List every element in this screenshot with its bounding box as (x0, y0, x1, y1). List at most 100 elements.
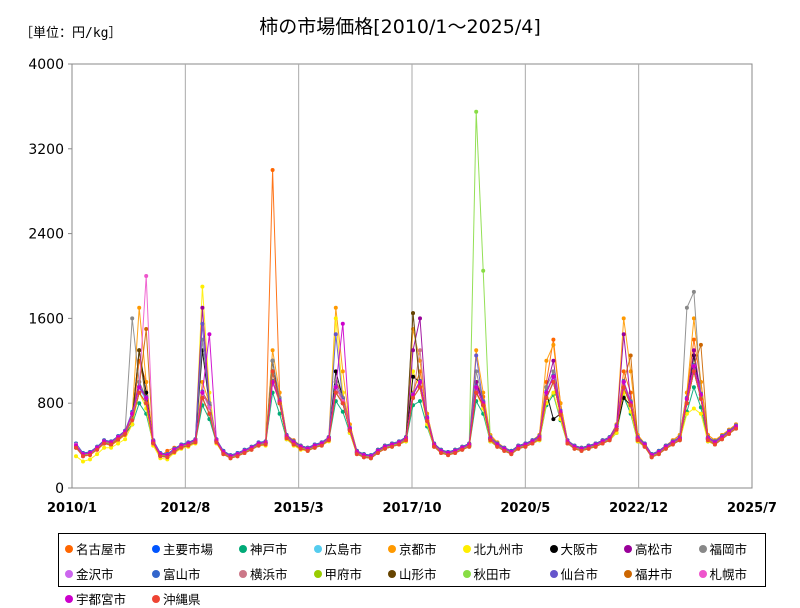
data-point (144, 274, 149, 278)
legend-label: 広島市 (324, 542, 363, 557)
data-point (354, 452, 359, 457)
legend-item: 宇都宮市 (65, 589, 144, 608)
legend-item: 沖縄県 (152, 589, 231, 608)
data-point (95, 452, 100, 457)
data-point (144, 327, 149, 331)
legend-label: 主要市場 (163, 542, 214, 557)
data-point (600, 441, 605, 446)
data-point (439, 451, 444, 455)
data-point (333, 316, 338, 321)
data-point (474, 353, 479, 358)
data-point (586, 446, 591, 451)
data-point (691, 364, 696, 369)
data-point (474, 390, 479, 395)
data-point (375, 451, 380, 455)
data-point (109, 445, 114, 450)
y-tick-label: 800 (37, 396, 64, 412)
data-point (397, 442, 401, 447)
data-point (628, 403, 633, 408)
data-point (551, 337, 556, 342)
data-point (333, 385, 338, 390)
gridlines (184, 64, 640, 488)
legend-marker-icon (698, 569, 707, 578)
y-tick-label: 4000 (28, 57, 64, 73)
y-tick-label: 1600 (28, 311, 64, 327)
legend-marker-icon (313, 544, 322, 553)
legend-item: 富山市 (152, 564, 231, 583)
data-point (712, 442, 717, 447)
data-point (593, 444, 598, 449)
legend-marker-icon (65, 594, 73, 603)
data-point (649, 455, 654, 460)
legend-item: 名古屋市 (65, 539, 144, 558)
data-point (691, 337, 696, 342)
data-point (207, 411, 212, 416)
data-point (333, 369, 338, 374)
data-point (270, 348, 275, 353)
data-point (207, 332, 212, 337)
data-point (200, 390, 205, 395)
data-point (474, 385, 479, 390)
data-point (137, 385, 142, 390)
data-point (214, 440, 219, 445)
data-point (551, 342, 556, 347)
data-point (277, 401, 282, 406)
data-point (326, 438, 331, 443)
legend-marker-icon (698, 544, 707, 553)
data-point (418, 385, 422, 390)
data-point (235, 454, 240, 459)
y-tick-label: 0 (55, 481, 64, 497)
data-point (340, 369, 345, 374)
data-point (312, 445, 317, 450)
legend-marker-icon (313, 569, 322, 578)
data-point (74, 454, 78, 459)
data-point (165, 448, 170, 453)
legend-label: 宇都宮市 (76, 592, 127, 607)
data-point (137, 401, 142, 406)
x-tick-label: 2017/10 (382, 501, 441, 516)
chart-title: 柿の市場価格[2010/1～2025/4] (259, 16, 541, 38)
data-point (340, 409, 345, 414)
data-point (677, 438, 682, 443)
data-point (123, 437, 128, 442)
legend-item: 甲府市 (313, 564, 381, 583)
legend-item: 大阪市 (549, 539, 617, 558)
legend-label: 金沢市 (76, 567, 114, 582)
data-point (572, 446, 577, 451)
data-point (691, 406, 696, 411)
legend-item: 北九州市 (462, 539, 542, 558)
data-point (551, 374, 556, 379)
data-point (727, 431, 731, 436)
data-point (74, 445, 78, 450)
data-point (411, 311, 415, 316)
legend-marker-icon (549, 544, 558, 553)
data-point (228, 456, 233, 461)
data-point (628, 353, 633, 358)
legend-item: 金沢市 (65, 564, 144, 583)
data-point (144, 401, 149, 406)
legend-label: 札幌市 (709, 567, 748, 582)
x-tick-label: 2025/7 (727, 501, 777, 516)
x-axis: 2010/1 2012/8 2015/3 2017/10 2020/5 2022/12 20… (47, 501, 777, 516)
data-point (116, 441, 121, 446)
data-point (607, 438, 612, 443)
data-point (642, 444, 647, 449)
data-point (81, 454, 85, 459)
data-point (319, 443, 324, 448)
legend-marker-icon (65, 544, 73, 553)
legend-item: 主要市場 (152, 539, 231, 558)
data-point (263, 442, 268, 447)
data-point (544, 358, 549, 363)
data-point (691, 369, 696, 374)
data-point (656, 452, 661, 457)
data-point (551, 369, 556, 374)
data-point (621, 380, 626, 384)
data-point (474, 348, 479, 353)
data-point (663, 446, 668, 451)
data-point (691, 348, 696, 353)
data-point (242, 451, 247, 455)
data-point (495, 444, 500, 449)
data-point (523, 444, 528, 449)
legend-item: 京都市 (388, 539, 455, 558)
y-axis: 0 800 1600 2400 3200 4000 (28, 57, 72, 497)
